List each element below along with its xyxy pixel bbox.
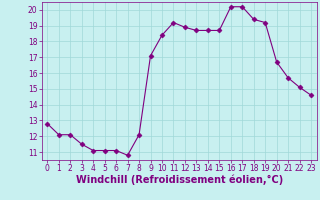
X-axis label: Windchill (Refroidissement éolien,°C): Windchill (Refroidissement éolien,°C) [76,175,283,185]
